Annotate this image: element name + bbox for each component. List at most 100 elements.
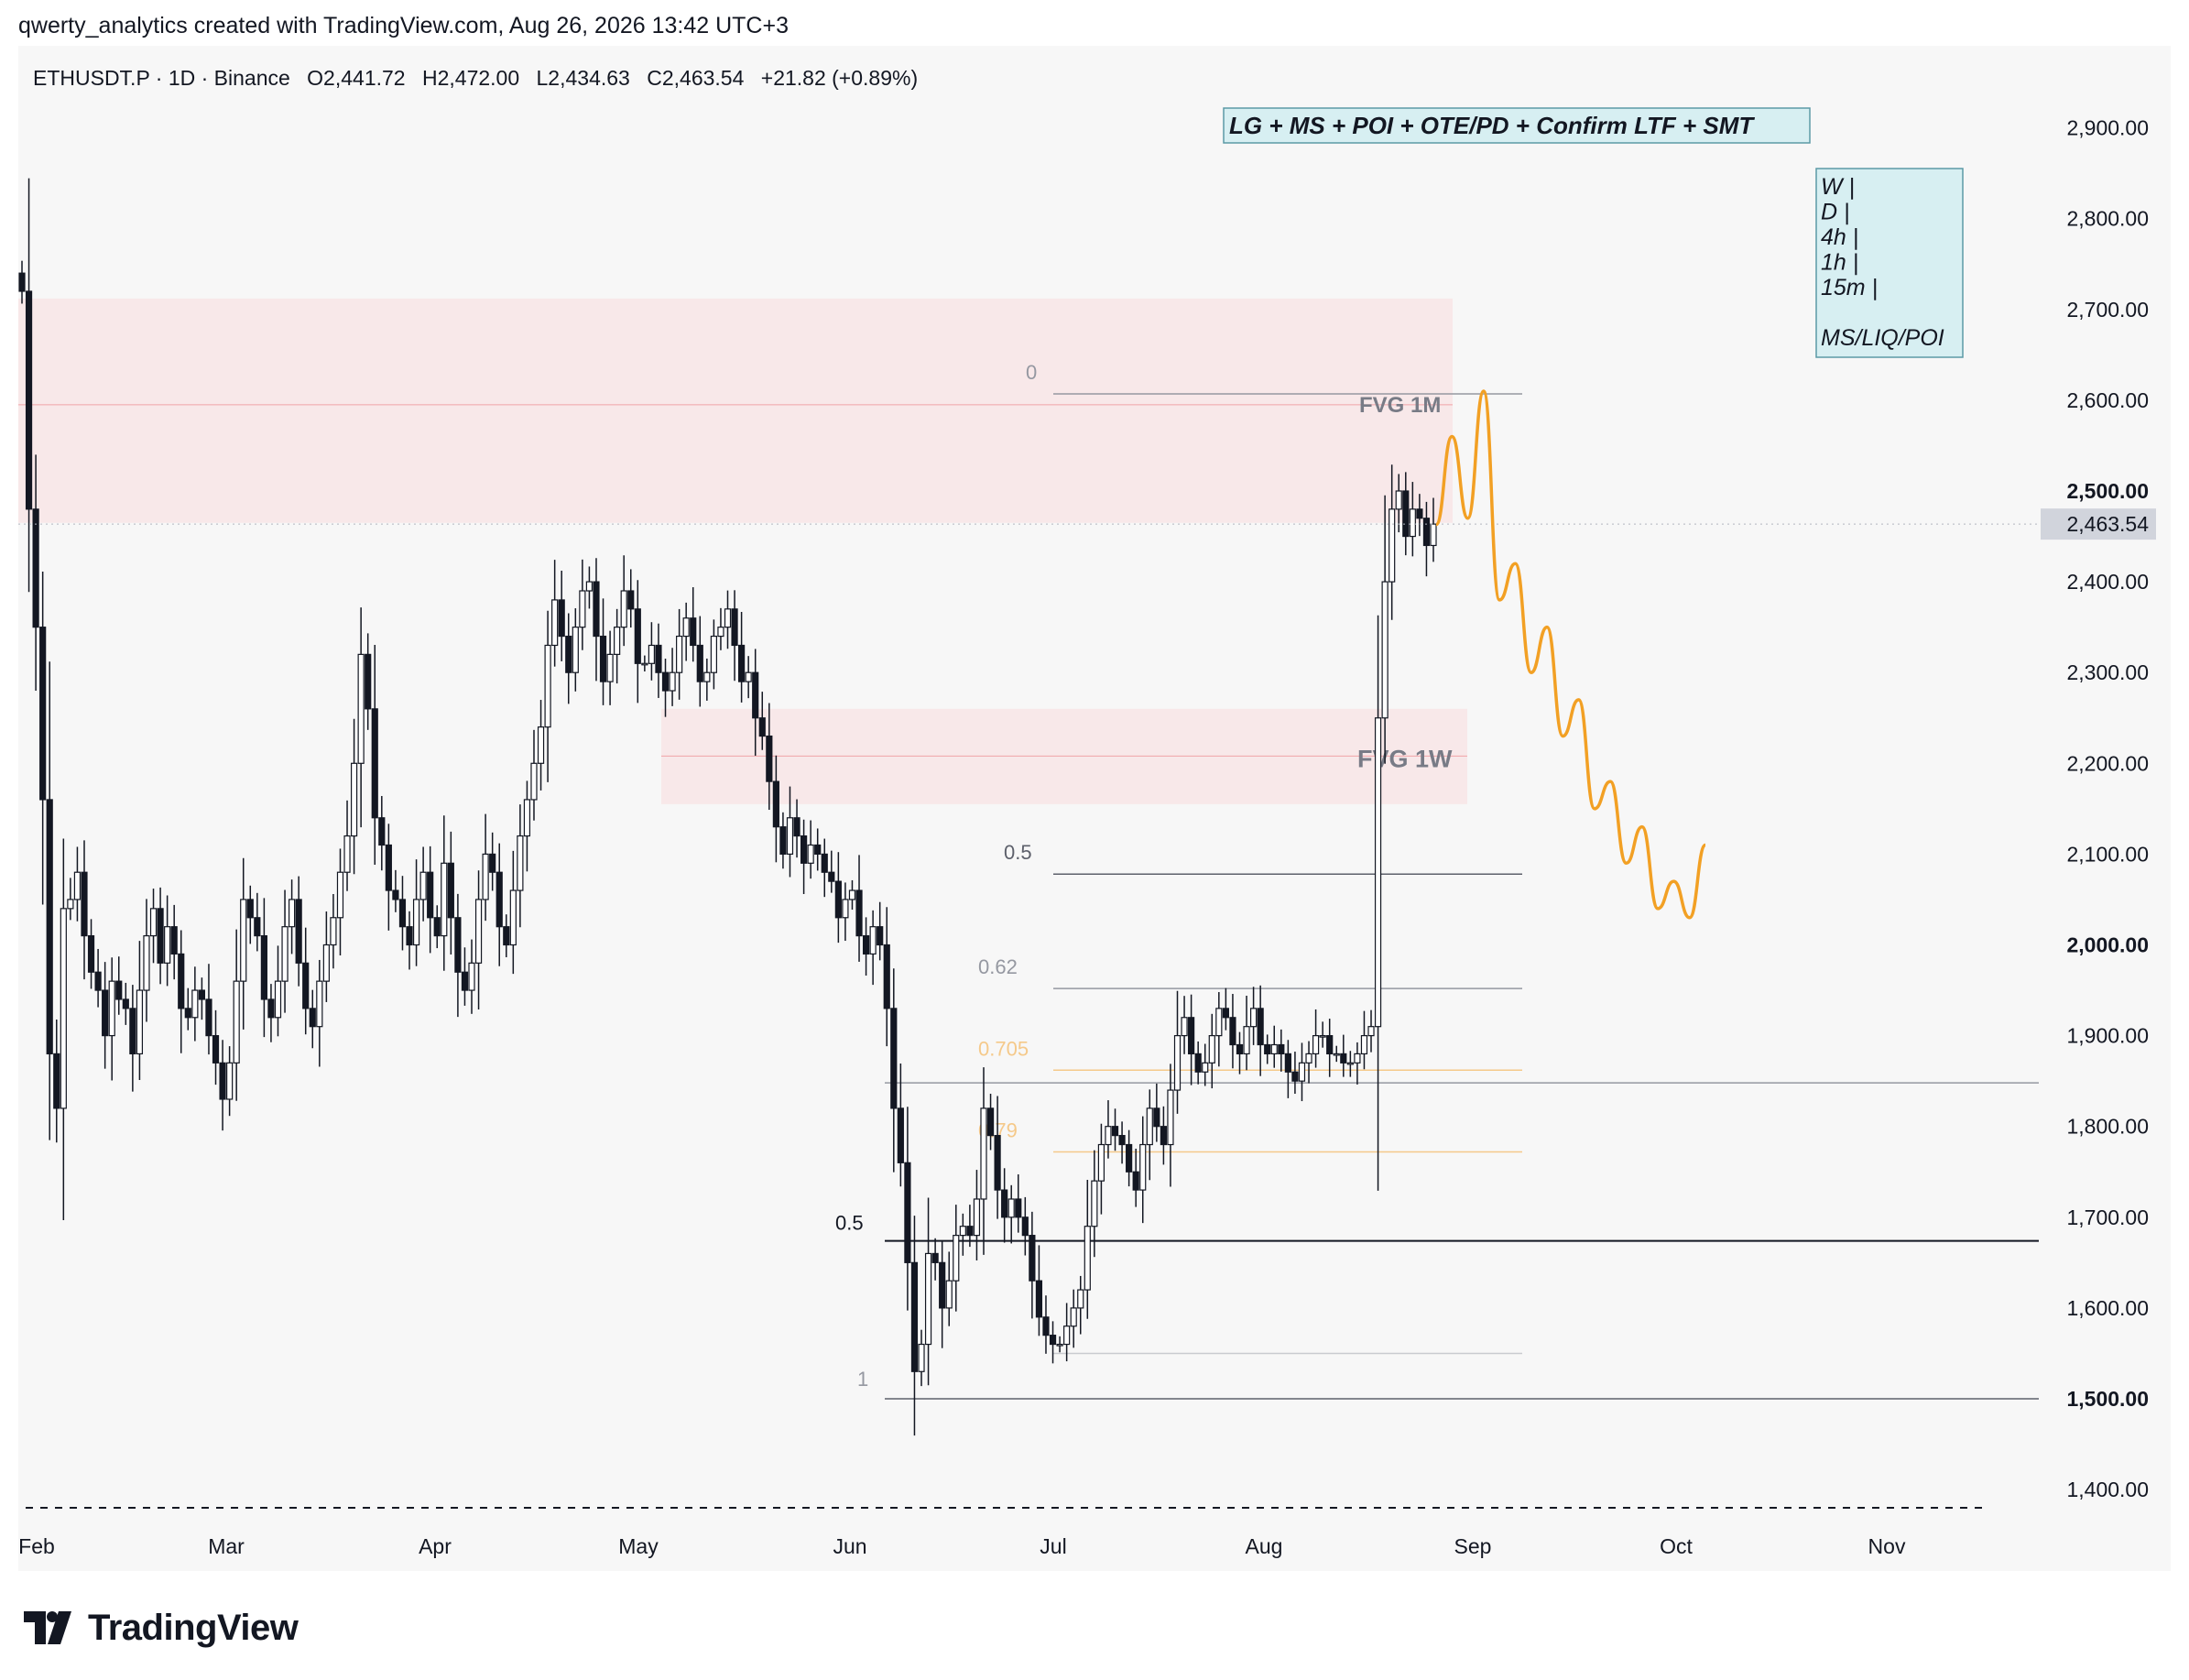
candle[interactable] — [641, 662, 648, 666]
candle[interactable] — [240, 899, 247, 982]
candle[interactable] — [1146, 1107, 1153, 1146]
candle[interactable] — [634, 608, 641, 664]
candle[interactable] — [1063, 1325, 1071, 1346]
candle[interactable] — [343, 835, 351, 873]
candle[interactable] — [509, 889, 517, 946]
candle[interactable] — [855, 889, 863, 937]
candle[interactable] — [184, 1008, 191, 1019]
candle[interactable] — [551, 599, 559, 647]
candle[interactable] — [1257, 1008, 1264, 1046]
candle[interactable] — [1167, 1089, 1174, 1146]
candle[interactable] — [703, 671, 711, 682]
candle[interactable] — [122, 998, 129, 1009]
candle[interactable] — [593, 581, 600, 638]
candle[interactable] — [599, 635, 607, 682]
candle[interactable] — [295, 899, 302, 964]
candle[interactable] — [226, 1062, 234, 1100]
candle[interactable] — [537, 726, 545, 764]
candle[interactable] — [67, 899, 74, 910]
candle[interactable] — [710, 635, 717, 673]
candle[interactable] — [233, 980, 240, 1064]
candle[interactable] — [1409, 508, 1416, 538]
candle[interactable] — [772, 780, 779, 828]
candle[interactable] — [489, 853, 496, 873]
candle[interactable] — [1264, 1043, 1271, 1055]
candle[interactable] — [1021, 1216, 1029, 1237]
candle[interactable] — [1319, 1034, 1326, 1038]
candle[interactable] — [1381, 581, 1389, 719]
candle[interactable] — [330, 917, 337, 946]
candle[interactable] — [910, 1261, 919, 1372]
candle[interactable] — [973, 1198, 981, 1237]
candle[interactable] — [53, 1053, 60, 1109]
candle[interactable] — [1298, 1062, 1306, 1082]
candle[interactable] — [1278, 1043, 1285, 1055]
candle[interactable] — [219, 1062, 226, 1100]
candle[interactable] — [1416, 508, 1423, 519]
candle[interactable] — [371, 708, 378, 819]
candle[interactable] — [1181, 1017, 1188, 1037]
candle[interactable] — [897, 1107, 904, 1163]
candle[interactable] — [939, 1261, 946, 1309]
candle[interactable] — [336, 871, 344, 919]
candle[interactable] — [427, 871, 434, 919]
candle[interactable] — [661, 671, 670, 692]
candle[interactable] — [869, 926, 877, 955]
candle[interactable] — [496, 871, 503, 928]
candle[interactable] — [1139, 1143, 1147, 1191]
candle[interactable] — [25, 290, 33, 510]
candle[interactable] — [149, 908, 158, 937]
candle[interactable] — [32, 508, 39, 628]
fvg-1m-zone[interactable] — [18, 298, 1453, 523]
candle[interactable] — [482, 853, 489, 900]
candle[interactable] — [60, 908, 67, 1109]
candle[interactable] — [1367, 1026, 1375, 1037]
candle[interactable] — [669, 671, 676, 692]
candle[interactable] — [1236, 1043, 1244, 1055]
candle[interactable] — [406, 926, 413, 946]
candle[interactable] — [606, 653, 614, 682]
candle[interactable] — [164, 926, 171, 964]
candle[interactable] — [696, 644, 703, 682]
candle[interactable] — [1132, 1171, 1139, 1191]
candle[interactable] — [1346, 1062, 1354, 1065]
candle[interactable] — [212, 1034, 220, 1064]
candle[interactable] — [731, 608, 738, 647]
candle[interactable] — [260, 934, 267, 1000]
candle[interactable] — [758, 717, 766, 737]
candle[interactable] — [1270, 1043, 1278, 1055]
candle[interactable] — [1360, 1034, 1368, 1055]
candle[interactable] — [18, 272, 26, 292]
candle[interactable] — [1326, 1034, 1334, 1055]
candle[interactable] — [883, 944, 890, 1009]
candle[interactable] — [454, 917, 462, 973]
candle[interactable] — [129, 1008, 136, 1055]
candle[interactable] — [904, 1162, 911, 1263]
candle[interactable] — [821, 853, 828, 873]
candle[interactable] — [793, 817, 800, 837]
candle[interactable] — [81, 871, 88, 937]
candle[interactable] — [503, 926, 510, 946]
candle[interactable] — [254, 917, 261, 937]
candle[interactable] — [1097, 1143, 1105, 1182]
candle[interactable] — [1208, 1034, 1215, 1064]
candle[interactable] — [73, 871, 82, 900]
candle[interactable] — [281, 926, 289, 982]
candle[interactable] — [724, 608, 732, 628]
candle[interactable] — [1202, 1062, 1209, 1073]
candle[interactable] — [1105, 1126, 1112, 1146]
strategy-banner-box[interactable] — [1223, 107, 1811, 144]
candle[interactable] — [1291, 1071, 1299, 1082]
candle[interactable] — [1035, 1280, 1043, 1318]
candle[interactable] — [614, 627, 621, 655]
candle[interactable] — [1402, 490, 1410, 538]
candle[interactable] — [1126, 1143, 1133, 1173]
tradingview-logo[interactable]: TradingView — [24, 1605, 299, 1651]
candle[interactable] — [178, 953, 185, 1009]
candle[interactable] — [1354, 1053, 1361, 1064]
candle[interactable] — [648, 644, 656, 664]
candle[interactable] — [862, 934, 870, 955]
candle[interactable] — [191, 989, 199, 1019]
candle[interactable] — [94, 971, 102, 991]
candle[interactable] — [945, 1280, 953, 1309]
